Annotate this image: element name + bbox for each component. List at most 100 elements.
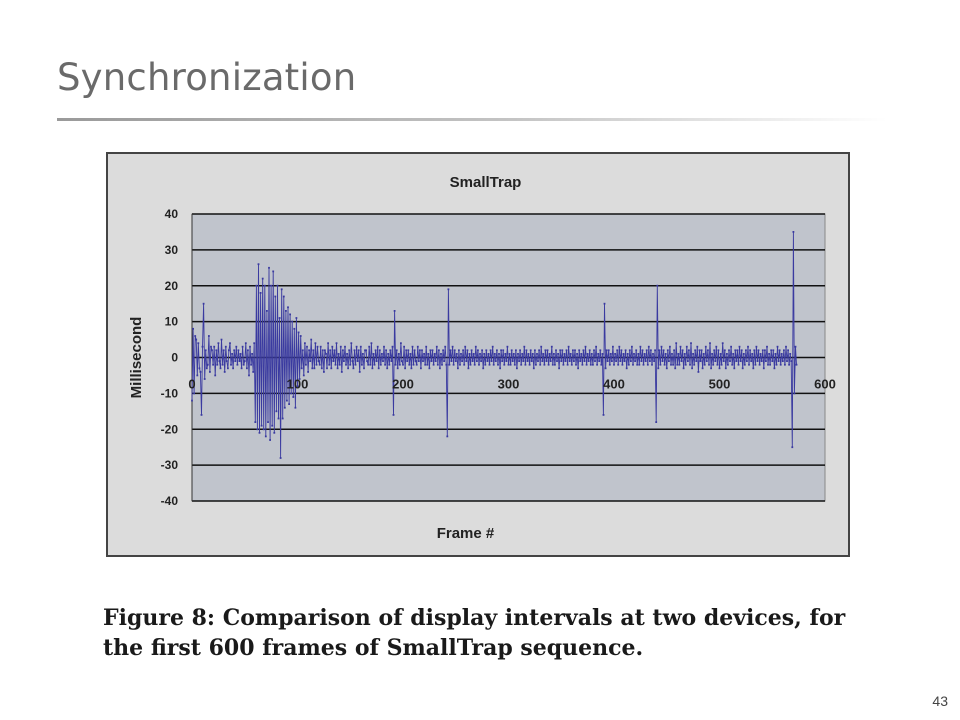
data-point [306,345,308,348]
data-point [707,349,709,352]
data-point [780,353,783,355]
data-point [432,363,435,366]
data-point [230,363,232,366]
data-point [203,378,206,380]
data-point [248,374,250,377]
data-point [516,367,518,370]
data-point [386,367,389,370]
data-point [678,363,681,366]
y-tick-label: 0 [171,351,178,365]
data-point [524,363,527,366]
data-point [392,414,395,416]
data-point [433,353,436,355]
data-point [605,349,608,352]
data-point [542,353,545,355]
data-point [528,363,531,366]
data-point [450,360,453,362]
data-point [680,360,683,362]
data-point [474,345,477,348]
data-point [713,349,716,352]
data-point [690,342,692,345]
data-point [539,363,542,366]
data-point [400,342,402,345]
figure-caption: Figure 8: Comparison of display interval… [103,605,846,661]
data-point [569,353,572,355]
data-point [645,349,648,352]
data-point [449,349,452,352]
data-point [794,345,797,348]
data-point [510,349,513,352]
data-point [647,345,650,348]
data-point [669,345,671,348]
data-point [438,349,440,352]
data-point [407,349,410,352]
data-point [365,349,367,352]
data-point [733,367,736,370]
data-point [781,360,784,362]
data-point [422,360,424,362]
data-point [653,360,655,362]
data-point [233,349,236,352]
data-point [369,363,372,366]
data-point [749,349,751,352]
data-point [750,360,753,362]
y-tick-label: -40 [161,494,179,508]
data-point [401,360,403,362]
data-point [597,353,600,355]
data-point [350,342,353,345]
data-point [776,345,779,348]
data-point [590,353,593,355]
data-point [242,363,245,366]
data-point [500,349,502,352]
data-point [195,338,198,341]
data-point [497,363,499,366]
data-point [391,345,394,348]
y-tick-label: 20 [165,279,179,293]
data-point [473,363,476,366]
data-point [708,363,710,366]
data-point [480,360,482,362]
data-point [234,360,237,362]
data-point [331,345,334,348]
data-point [704,345,707,348]
data-point [636,363,639,366]
data-point [624,349,627,352]
data-point [764,349,766,352]
data-point [263,284,266,287]
data-point [525,349,528,352]
data-point [773,367,776,370]
data-point [270,284,272,287]
data-point [579,360,582,362]
data-point [376,345,379,348]
data-point [793,392,796,395]
data-point [455,353,458,355]
data-point [616,349,619,352]
data-point [684,363,687,366]
data-point [216,363,219,366]
data-point [345,363,347,366]
data-point [790,360,793,362]
data-point [565,349,568,352]
data-point [220,338,223,341]
data-point [741,367,744,370]
data-point [748,363,750,366]
data-point [709,342,711,345]
data-point [614,353,616,355]
data-point [320,367,323,370]
data-point [335,342,338,345]
data-point [718,367,721,370]
data-point [311,367,314,370]
chart-title: SmallTrap [450,174,522,191]
data-point [327,342,329,345]
data-point [395,349,398,352]
data-point [698,349,701,352]
data-point [606,360,609,362]
data-point [642,363,645,366]
data-point [740,349,743,352]
data-point [772,349,775,352]
data-point [316,345,319,348]
data-point [754,363,757,366]
data-point [328,363,331,366]
data-point [507,363,510,366]
data-point [674,367,677,370]
